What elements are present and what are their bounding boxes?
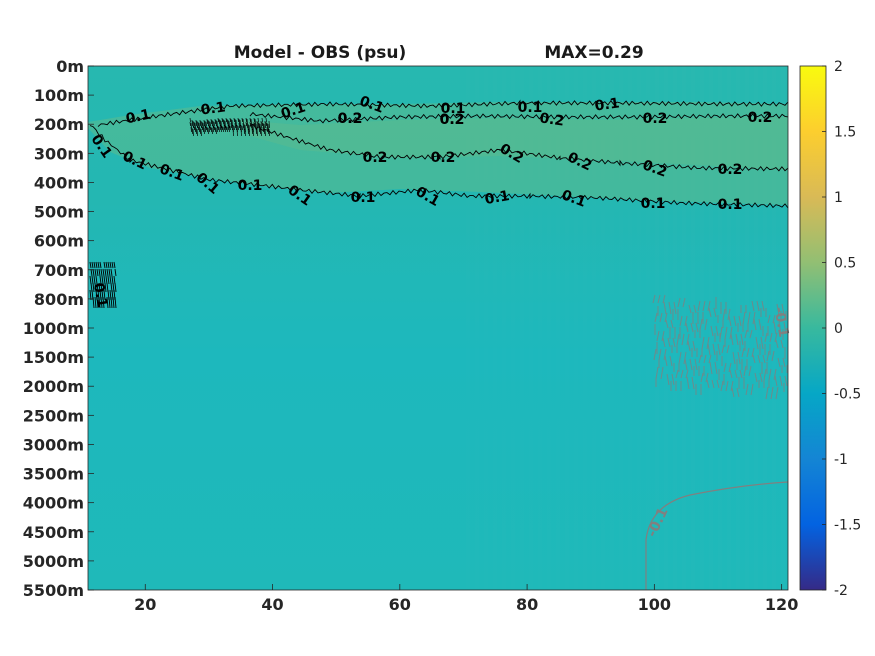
contour-label: 0.2 [363,150,388,166]
y-tick-label: 400m [34,173,84,192]
y-axis: 0m 100m 200m 300m 400m 500m 600m 700m 800m 1000m 1… [23,57,94,600]
y-tick-label: 200m [34,115,84,134]
colorbar-bar [799,65,827,591]
plot-area: 0.1 0.1 0.1 0.1 0.1 0.1 0.10.2 0.2 0.2 0.2 0.20.2 0… [88,65,792,591]
contour-label: 0.1 [484,188,511,208]
contour-label: 0.1 [238,178,263,194]
chart-title: Model - OBS (psu) [234,43,407,63]
y-tick-label: 0m [56,57,84,76]
y-tick-label: 2000m [23,377,84,396]
contour-line [97,99,789,127]
x-tick-label: 20 [134,595,156,614]
y-tick-label: 300m [34,144,84,163]
contour-line [249,111,789,124]
y-tick-label: 1500m [23,348,84,367]
shelf-contour-noise [89,261,117,309]
y-tick-label: 3500m [23,465,84,484]
y-tick-label: 5000m [23,552,84,571]
y-tick-label: 600m [34,232,84,251]
colorbar-tick-label: -2 [834,583,848,599]
y-tick-label: 1000m [23,319,84,338]
contour-label: 0.1 [357,93,386,117]
colorbar-tick-label: 1 [834,190,843,206]
contour-label: 0.1 [641,196,666,212]
colorbar: 2 1.5 1 0.5 0 -0.5 -1 -1.5 -2 [799,59,861,599]
y-tick-label: 4000m [23,494,84,513]
y-tick-label: 700m [34,261,84,280]
x-tick-label: 60 [389,595,411,614]
colorbar-tick-label: -1 [834,452,848,468]
colorbar-tick-label: 1.5 [834,125,856,141]
y-tick-label: 800m [34,290,84,309]
contour-noise [189,117,270,137]
contour-label: 0.2 [338,111,363,127]
contour-label: 0.1 [594,95,621,114]
contour-label: 0.1 [157,161,186,185]
y-tick-label: 5500m [23,581,84,600]
contour-label: 0.2 [640,157,669,181]
contour-label: 0.1 [518,100,543,116]
contour-line [89,125,789,209]
colorbar-tick-label: 0.5 [834,256,856,272]
contour-line [249,123,789,172]
max-value-label: MAX=0.29 [544,43,643,63]
contour-label: 0.1 [441,101,466,117]
y-tick-label: 3000m [23,435,84,454]
contour-label: 0.1 [351,190,376,206]
contour-level: 0.1 0.1 0.1 0.1 0.1 0.1 0.1 [97,93,789,128]
contour-label: 0.2 [718,162,743,178]
contour-label: 0.2 [440,112,465,128]
contour-label: 0.2 [431,150,456,166]
colorbar-tick-label: 0 [834,321,843,337]
contour-label: 0.2 [440,112,465,128]
contour-label: 0.1 [124,107,152,128]
salinity-anomaly-core [240,117,788,170]
x-tick-label: 120 [765,595,798,614]
contour-noise [652,294,788,400]
contour-label: 0.2 [338,111,363,127]
contour-label: 0.1 [200,99,227,118]
x-tick-label: 40 [261,595,283,614]
contour-label: 0.2 [538,110,565,129]
colorbar-tick-label: -0.5 [834,387,861,403]
contour-label: 0.2 [643,111,668,127]
contour-level: 0.2 0.2 0.2 0.2 0.20.2 0.2 [249,110,789,130]
contour-label: 0.1 [90,282,110,309]
contour-line [645,481,789,590]
x-tick-label: 80 [516,595,538,614]
y-tick-label: 4500m [23,523,84,542]
y-tick-label: 2500m [23,406,84,425]
contour-label: 0.1 [559,187,588,211]
x-axis: 20 40 60 80 100 120 [134,584,798,614]
y-tick-label: 100m [34,86,84,105]
contour-label: -0.1 [770,306,791,339]
x-tick-label: 100 [638,595,671,614]
contour-label: 0.2 [748,110,773,126]
contour-label: 0.1 [718,197,743,213]
colorbar-tick-label: -1.5 [834,518,861,534]
contour-label: 0.1 [279,100,308,123]
y-tick-label: 500m [34,203,84,222]
colorbar-tick-label: 2 [834,59,843,75]
